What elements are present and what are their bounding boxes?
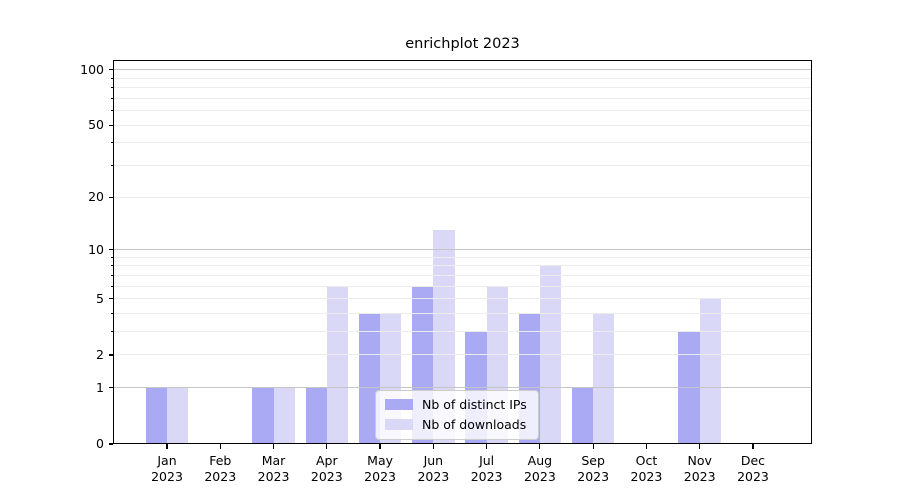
y-minor-tick xyxy=(110,313,113,314)
x-tick-label: Jul 2023 xyxy=(470,453,503,484)
y-tick-label: 10 xyxy=(88,241,104,257)
y-minor-tick xyxy=(110,77,113,79)
chart-title: enrichplot 2023 xyxy=(405,36,520,52)
bar xyxy=(305,387,327,444)
legend-swatch-downloads xyxy=(385,419,413,430)
gridline-minor xyxy=(113,77,812,79)
y-tick-label: 50 xyxy=(88,117,104,133)
x-tick-label: Oct 2023 xyxy=(630,453,663,484)
x-tick-label: Apr 2023 xyxy=(310,453,343,484)
gridline-minor xyxy=(113,196,812,198)
gridline-minor xyxy=(113,285,812,287)
gridline-minor xyxy=(113,97,812,99)
gridline-major xyxy=(113,69,812,71)
x-tick xyxy=(699,444,701,449)
y-minor-tick xyxy=(110,265,113,267)
y-tick xyxy=(108,248,113,251)
y-minor-tick xyxy=(110,331,113,333)
gridline-minor xyxy=(113,256,812,258)
gridline-minor xyxy=(113,274,812,276)
x-tick-label: Jan 2023 xyxy=(151,453,183,484)
y-minor-tick xyxy=(110,285,113,287)
x-tick-label: Sep 2023 xyxy=(577,453,610,484)
gridline-minor xyxy=(113,165,812,167)
x-tick-label: Jun 2023 xyxy=(417,453,450,484)
gridline-minor xyxy=(113,124,812,126)
y-minor-tick xyxy=(110,87,113,89)
x-tick xyxy=(166,444,168,449)
x-tick-label: Nov 2023 xyxy=(683,453,716,484)
x-tick-label: Aug 2023 xyxy=(523,453,556,484)
x-tick xyxy=(326,444,328,449)
gridline-minor xyxy=(113,142,812,144)
gridline-minor xyxy=(113,331,812,333)
y-tick-label: 100 xyxy=(80,61,104,77)
bar xyxy=(167,387,189,444)
x-tick xyxy=(219,444,221,449)
gridline-minor xyxy=(113,313,812,314)
x-tick-label: Feb 2023 xyxy=(204,453,237,484)
bar xyxy=(145,387,167,444)
x-tick xyxy=(432,444,434,449)
x-tick-label: Dec 2023 xyxy=(737,453,769,484)
bar xyxy=(273,387,295,444)
legend-swatch-distinct-ips xyxy=(385,399,413,410)
bar xyxy=(593,313,615,444)
y-tick-label: 5 xyxy=(96,290,104,306)
y-tick-label: 1 xyxy=(96,379,104,395)
plot-border xyxy=(113,60,812,444)
y-tick-label: 0 xyxy=(96,436,104,451)
legend-label-downloads: Nb of downloads xyxy=(422,417,527,432)
y-minor-tick xyxy=(110,196,113,198)
gridline-major xyxy=(113,387,812,389)
y-minor-tick xyxy=(110,165,113,167)
gridline-minor xyxy=(113,354,812,356)
x-tick-label: May 2023 xyxy=(364,453,396,484)
gridline-minor xyxy=(113,298,812,300)
gridline-major xyxy=(113,248,812,251)
x-tick xyxy=(752,444,754,449)
y-tick-label: 20 xyxy=(88,189,104,205)
legend-label-distinct-ips: Nb of distinct IPs xyxy=(422,397,527,412)
y-minor-tick xyxy=(110,256,113,258)
x-tick xyxy=(379,444,381,449)
bar xyxy=(358,313,381,444)
x-tick xyxy=(539,444,541,449)
y-tick xyxy=(108,443,113,445)
y-tick xyxy=(108,69,113,71)
gridline-minor xyxy=(113,87,812,89)
y-minor-tick xyxy=(110,124,113,126)
bar xyxy=(571,387,594,444)
y-minor-tick xyxy=(110,142,113,144)
gridline-minor xyxy=(113,265,812,267)
x-tick xyxy=(645,444,648,449)
y-tick-label: 2 xyxy=(96,346,104,362)
bar xyxy=(699,298,721,444)
x-tick xyxy=(272,444,275,449)
bar xyxy=(252,387,274,444)
x-tick-label: Mar 2023 xyxy=(257,453,290,484)
y-minor-tick xyxy=(110,97,113,99)
legend-item-downloads: Nb of downloads xyxy=(385,417,527,432)
legend-item-distinct-ips: Nb of distinct IPs xyxy=(385,397,527,412)
y-tick xyxy=(108,387,113,389)
y-minor-tick xyxy=(110,110,113,112)
gridline-minor xyxy=(113,110,812,112)
y-minor-tick xyxy=(110,298,113,300)
x-tick xyxy=(592,444,594,449)
y-minor-tick xyxy=(110,274,113,276)
legend: Nb of distinct IPs Nb of downloads xyxy=(375,390,539,440)
bar xyxy=(326,286,349,444)
x-tick xyxy=(486,444,488,449)
y-minor-tick xyxy=(110,354,113,356)
